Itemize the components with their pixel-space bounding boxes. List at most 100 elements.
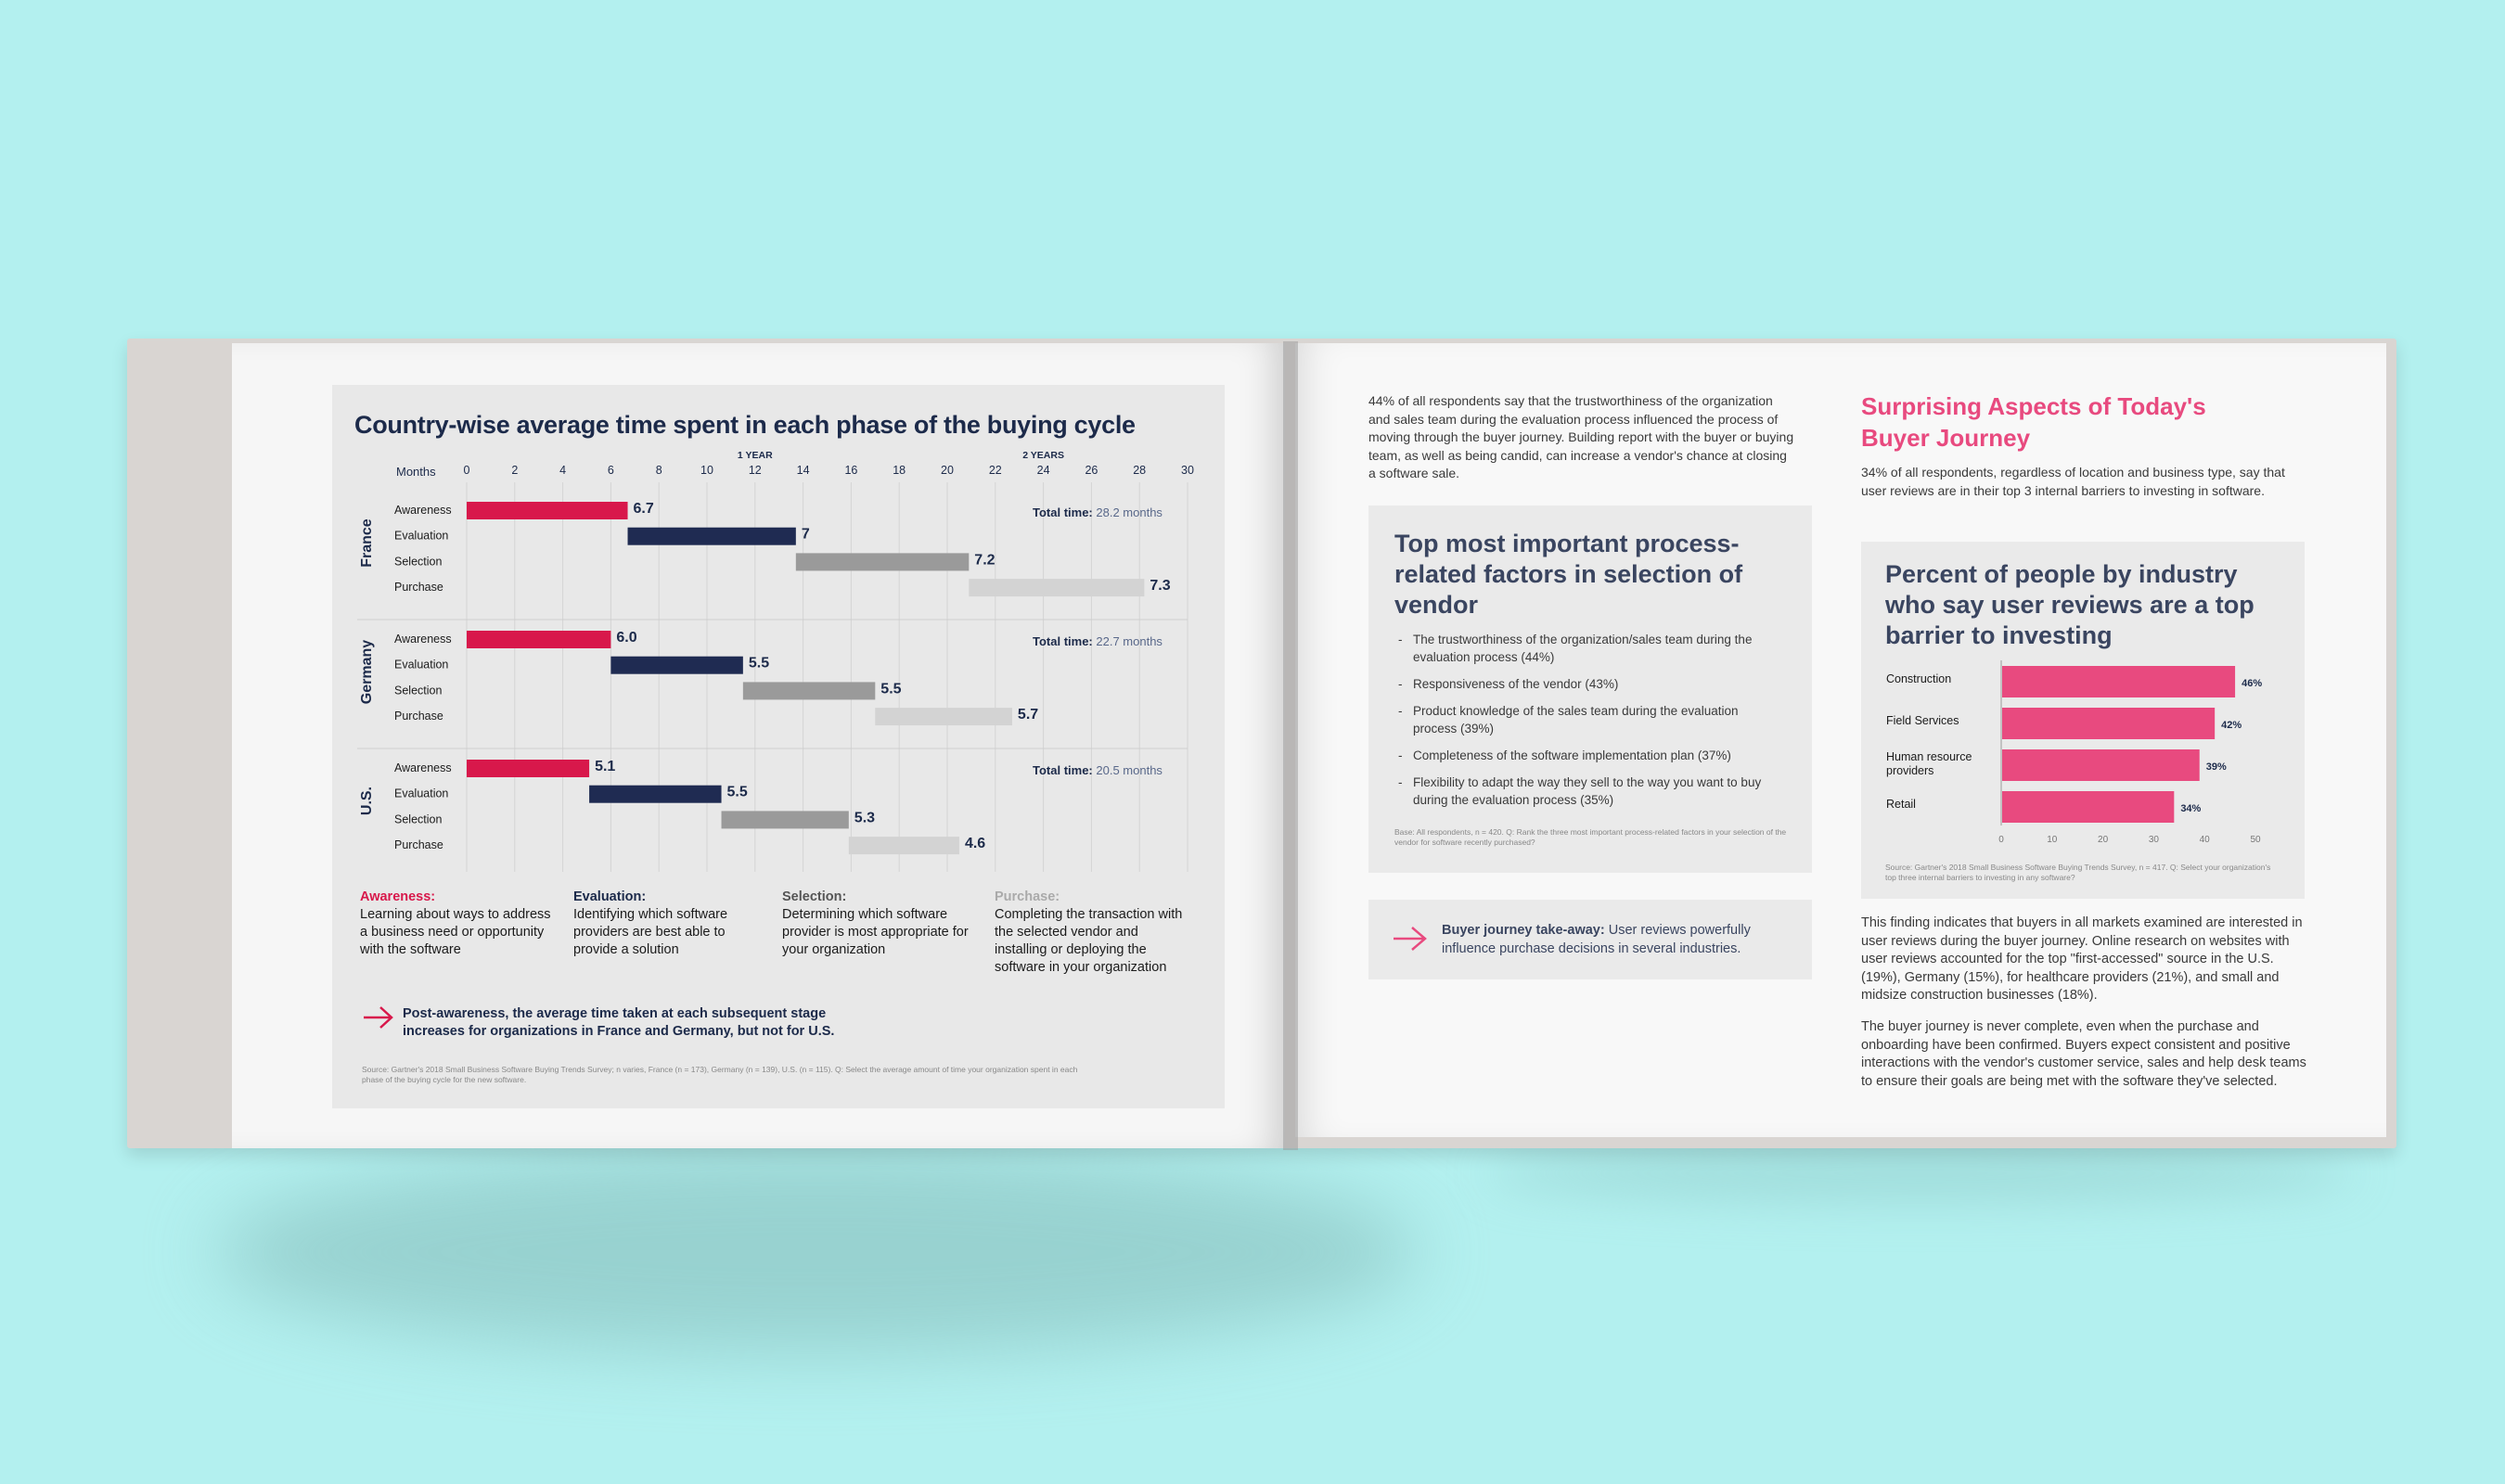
definition-body: Learning about ways to address a busines… bbox=[360, 907, 551, 957]
bar-value-label: 46% bbox=[2242, 678, 2262, 689]
category-label: Retail bbox=[1886, 798, 1916, 811]
x-tick-label: 28 bbox=[1133, 464, 1146, 477]
paragraph-findings: This finding indicates that buyers in al… bbox=[1861, 915, 2303, 1003]
gantt-bar bbox=[467, 631, 611, 648]
x-axis-label: Months bbox=[396, 465, 436, 479]
phase-label: Selection bbox=[394, 555, 442, 568]
x-tick-label: 20 bbox=[2098, 835, 2109, 845]
factors-title: Top most important process-related facto… bbox=[1394, 530, 1743, 619]
industry-bar-chart: 0 10 20 30 40 50 Construction 46% Field Services… bbox=[1886, 660, 2262, 845]
phase-label: Awareness bbox=[394, 761, 452, 774]
bar-value-label: 39% bbox=[2206, 761, 2227, 773]
x-tick-label: 18 bbox=[893, 464, 906, 477]
total-time: Total time: 20.5 months bbox=[1033, 763, 1163, 777]
x-tick-label: 0 bbox=[464, 464, 470, 477]
gantt-bar bbox=[627, 527, 796, 545]
x-tick-label: 22 bbox=[989, 464, 1002, 477]
bar-value-label: 4.6 bbox=[965, 836, 985, 851]
phase-label: Awareness bbox=[394, 504, 452, 517]
section-intro: 34% of all respondents, regardless of lo… bbox=[1861, 465, 2285, 498]
definition-evaluation: Evaluation: Identifying which software p… bbox=[573, 889, 768, 959]
gantt-bar bbox=[795, 553, 970, 571]
phase-label: Purchase bbox=[394, 581, 443, 594]
x-tick-label: 30 bbox=[1181, 464, 1194, 477]
x-tick-label: 8 bbox=[656, 464, 662, 477]
phase-label: Purchase bbox=[394, 838, 443, 851]
phase-label: Selection bbox=[394, 684, 442, 697]
category-label: Field Services bbox=[1886, 714, 1959, 727]
factor-item: The trustworthiness of the organization/… bbox=[1398, 631, 1784, 666]
arrow-right-icon bbox=[364, 1006, 393, 1029]
gantt-bar bbox=[721, 811, 849, 829]
definition-heading: Selection: bbox=[782, 889, 847, 904]
country-label: Germany bbox=[359, 640, 375, 704]
bar-value-label: 42% bbox=[2221, 720, 2242, 731]
book-shadow bbox=[213, 1150, 1420, 1354]
phase-label: Selection bbox=[394, 812, 442, 825]
phase-label: Awareness bbox=[394, 633, 452, 646]
book-shadow-right bbox=[1484, 1145, 2357, 1201]
bar-value-label: 5.3 bbox=[854, 810, 875, 825]
section-title: Surprising Aspects of Today's Buyer Jour… bbox=[1861, 392, 2206, 452]
bar-value-label: 7.3 bbox=[1150, 578, 1170, 594]
x-tick-label: 6 bbox=[608, 464, 614, 477]
bar-value-label: 5.5 bbox=[880, 681, 901, 697]
gantt-bar bbox=[848, 837, 959, 855]
bar-value-label: 7.2 bbox=[974, 552, 995, 568]
chart-title: Country-wise average time spent in each … bbox=[354, 411, 1136, 439]
bar-value-label: 5.1 bbox=[595, 759, 615, 774]
x-tick-label: 16 bbox=[844, 464, 857, 477]
country-label: France bbox=[359, 518, 375, 568]
x-tick-label: 50 bbox=[2250, 835, 2261, 845]
gantt-bar bbox=[589, 785, 722, 803]
phase-label: Evaluation bbox=[394, 659, 448, 672]
gantt-bar bbox=[875, 708, 1012, 726]
x-tick-label: 10 bbox=[2047, 835, 2058, 845]
gantt-bar bbox=[467, 502, 628, 519]
country-label: U.S. bbox=[359, 787, 375, 815]
x-tick-label: 4 bbox=[559, 464, 566, 477]
factor-item: Responsiveness of the vendor (43%) bbox=[1398, 675, 1784, 693]
total-time: Total time: 28.2 months bbox=[1033, 505, 1163, 519]
arrow-right-icon bbox=[1394, 927, 1427, 951]
industry-bar bbox=[2002, 791, 2175, 823]
category-label: Human resource providers bbox=[1886, 750, 1972, 777]
bar-value-label: 6.7 bbox=[634, 501, 654, 517]
period-marker: 1 YEAR bbox=[738, 450, 773, 461]
definition-heading: Awareness: bbox=[360, 889, 436, 904]
x-tick-label: 14 bbox=[797, 464, 810, 477]
journey-takeaway-box bbox=[1368, 900, 1812, 979]
gantt-bar bbox=[467, 760, 590, 777]
x-tick-label: 30 bbox=[2149, 835, 2160, 845]
definition-body: Determining which software provider is m… bbox=[782, 907, 969, 957]
industry-chart-title: Percent of people by industry who say us… bbox=[1885, 560, 2254, 649]
factor-item: Product knowledge of the sales team duri… bbox=[1398, 702, 1784, 737]
phase-label: Evaluation bbox=[394, 530, 448, 543]
factors-source: Base: All respondents, n = 420. Q: Rank … bbox=[1394, 827, 1787, 847]
book-gutter bbox=[1283, 341, 1298, 1150]
x-tick-label: 40 bbox=[2200, 835, 2211, 845]
x-tick-label: 2 bbox=[511, 464, 518, 477]
x-tick-label: 12 bbox=[749, 464, 762, 477]
definition-awareness: Awareness: Learning about ways to addres… bbox=[360, 889, 555, 959]
definition-purchase: Purchase: Completing the transaction wit… bbox=[995, 889, 1189, 977]
x-tick-label: 26 bbox=[1085, 464, 1098, 477]
paragraph-journey: The buyer journey is never complete, eve… bbox=[1861, 1019, 2306, 1089]
definition-body: Identifying which software providers are… bbox=[573, 907, 728, 957]
journey-takeaway-body: User reviews powerfully influence purcha… bbox=[1442, 923, 1751, 956]
definition-selection: Selection: Determining which software pr… bbox=[782, 889, 977, 959]
chart-source: Source: Gartner's 2018 Small Business So… bbox=[362, 1065, 1078, 1084]
gantt-bar bbox=[742, 682, 876, 700]
bar-value-label: 34% bbox=[2180, 803, 2201, 814]
bar-value-label: 5.5 bbox=[727, 785, 748, 800]
gantt-bar bbox=[969, 579, 1145, 597]
category-label: Construction bbox=[1886, 672, 1951, 685]
definition-body: Completing the transaction with the sele… bbox=[995, 907, 1183, 975]
period-marker: 2 YEARS bbox=[1022, 450, 1064, 461]
industry-bar bbox=[2002, 749, 2200, 781]
industry-chart-source: Source: Gartner's 2018 Small Business So… bbox=[1885, 863, 2271, 882]
chart-takeaway: Post-awareness, the average time taken a… bbox=[403, 1006, 835, 1039]
definition-heading: Evaluation: bbox=[573, 889, 647, 904]
bar-value-label: 7 bbox=[802, 527, 810, 543]
